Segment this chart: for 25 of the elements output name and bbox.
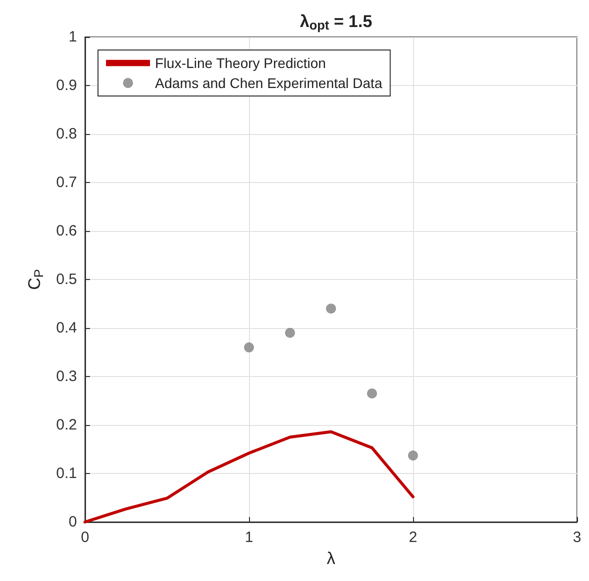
- point: [367, 388, 377, 398]
- y-tick-label: 0.6: [56, 222, 77, 240]
- point: [285, 328, 295, 338]
- legend-label: Flux-Line Theory Prediction: [155, 55, 326, 71]
- y-tick-label: 1: [68, 28, 77, 46]
- y-tick-label: 0.2: [56, 416, 77, 434]
- y-tick-label: 0.1: [56, 465, 77, 482]
- legend-label: Adams and Chen Experimental Data: [155, 75, 382, 91]
- y-axis-title: CP: [25, 269, 46, 290]
- y-tick-label: 0.4: [56, 320, 77, 336]
- x-axis-title: λ: [326, 549, 336, 568]
- x-tick-label: 1: [244, 529, 254, 546]
- line-series: [84, 430, 414, 524]
- x-tick-label: 2: [408, 529, 418, 546]
- y-tick-label: 0: [68, 514, 77, 530]
- point: [408, 450, 418, 461]
- y-tick-label: 0.5: [56, 271, 77, 288]
- x-tick-label: 0: [80, 529, 90, 546]
- point: [326, 304, 336, 314]
- x-tick-label: 3: [572, 529, 582, 546]
- y-tick-label: 0.8: [56, 126, 77, 142]
- y-tick-label: 0.9: [56, 77, 77, 94]
- y-tick-label: 0.3: [56, 368, 77, 385]
- y-tick-label: 0.7: [56, 174, 77, 191]
- point: [244, 342, 254, 352]
